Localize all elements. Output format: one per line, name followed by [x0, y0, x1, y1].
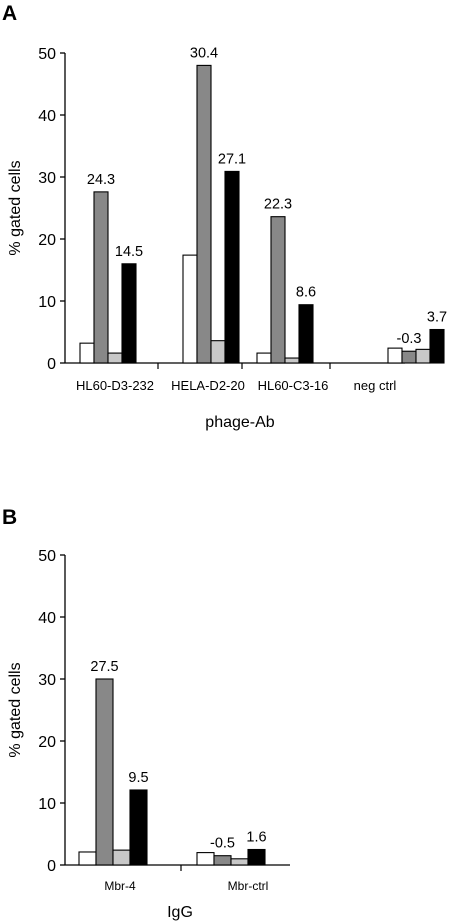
panel-b-y-tick-label: 30 — [38, 672, 56, 689]
panel-a-bar — [387, 347, 403, 364]
panel-a-y-tick-label: 40 — [38, 108, 56, 125]
panel-a-bar — [121, 263, 137, 364]
panel-a-bar — [415, 348, 431, 364]
panel-a-bar — [196, 64, 212, 364]
panel-b-x-axis-title: IgG — [167, 904, 193, 921]
panel-a-category-label: HL60-C3-16 — [258, 378, 329, 393]
panel-a-data-label: 8.6 — [296, 285, 316, 301]
panel-b-data-label: 1.6 — [246, 830, 266, 846]
panel-b-bar — [129, 789, 148, 866]
panel-a-y-tick-label: 20 — [38, 232, 56, 249]
panel-a-y-tick-label: 50 — [38, 46, 56, 63]
panel-a-bar — [270, 216, 286, 364]
panel-a-chart: 0 10 20 30 40 50 HL60-D3-232 HELA-D2-20 HL60-C3-… — [7, 45, 447, 431]
panel-a-bar — [298, 304, 314, 364]
panel-b-y-tick-label: 10 — [38, 796, 56, 813]
panel-b-chart: 0 10 20 30 40 50 Mbr-4 Mbr-ctrl 27.5 9.5 -0.5 1.6 Ig… — [7, 548, 290, 921]
panel-b-data-label: 9.5 — [128, 770, 148, 786]
panel-b-data-label: 27.5 — [90, 659, 118, 675]
panel-a-y-axis-title: % gated cells — [7, 160, 24, 255]
panel-a-x-axis-title: phage-Ab — [205, 414, 274, 431]
panel-a-bar — [429, 328, 445, 364]
panel-b-category-label: Mbr-4 — [104, 879, 136, 893]
panel-a-category-label: neg ctrl — [354, 378, 397, 393]
panel-a-bar — [224, 170, 240, 364]
panel-b-bar — [230, 858, 249, 866]
panel-b-bar — [247, 848, 266, 866]
panel-b-y-axis-title: % gated cells — [7, 662, 24, 757]
panel-a-bar — [210, 340, 226, 364]
panel-a-bar — [284, 357, 300, 364]
panel-b-letter: B — [2, 506, 17, 529]
panel-a-data-label: -0.3 — [397, 331, 422, 347]
panel-a-bar — [93, 191, 109, 364]
panel-a-y-tick-label: 10 — [38, 294, 56, 311]
panel-b-data-label: -0.5 — [210, 836, 235, 852]
panel-a-data-label: 27.1 — [218, 151, 246, 167]
panel-b-bar — [213, 855, 232, 866]
panel-b-y-tick-label: 50 — [38, 548, 56, 565]
panel-b-y-tick-label: 40 — [38, 610, 56, 627]
panel-b-bar — [112, 849, 131, 866]
panel-a-bar — [182, 254, 198, 364]
panel-a-category-label: HELA-D2-20 — [171, 378, 245, 393]
panel-a-bar — [256, 352, 272, 364]
panel-a-y-tick-label: 30 — [38, 170, 56, 187]
panel-a-bar — [79, 342, 95, 364]
panel-b-y-tick-label: 0 — [47, 858, 56, 875]
panel-a-letter: A — [2, 2, 17, 25]
panel-a-y-tick-label: 0 — [47, 356, 56, 373]
panel-a-data-label: 3.7 — [427, 310, 447, 326]
panel-a-bar — [107, 352, 123, 364]
panel-a-data-label: 30.4 — [190, 45, 218, 61]
panel-b-y-tick-label: 20 — [38, 734, 56, 751]
panel-b-bar — [95, 678, 114, 866]
panel-a-bar — [401, 350, 417, 364]
panel-a-data-label: 24.3 — [87, 172, 115, 188]
panel-b-category-label: Mbr-ctrl — [228, 879, 269, 893]
panel-b-bar — [196, 852, 215, 866]
panel-a-category-label: HL60-D3-232 — [76, 378, 154, 393]
panel-a-data-label: 14.5 — [115, 244, 143, 260]
panel-a-data-label: 22.3 — [264, 197, 292, 213]
panel-b-bar — [78, 851, 97, 866]
